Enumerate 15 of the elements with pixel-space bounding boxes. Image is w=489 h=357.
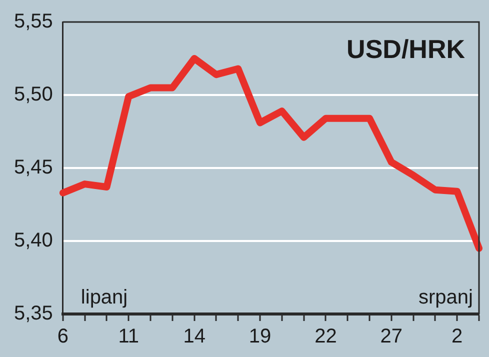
x-tick-label: 14: [183, 326, 206, 348]
y-tick-label: 5,55: [14, 10, 53, 33]
x-tick-label: 2: [452, 326, 463, 348]
y-tick-label: 5,40: [14, 230, 53, 252]
x-tick-label: 6: [57, 326, 68, 348]
x-tick-label: 27: [380, 326, 403, 348]
annotation: lipanj: [80, 286, 128, 309]
annotation: srpanj: [418, 286, 473, 309]
y-tick-label: 5,35: [14, 302, 53, 325]
y-tick-label: 5,50: [14, 84, 53, 106]
x-tick-label: 22: [314, 326, 337, 348]
x-tick-label: 11: [118, 326, 140, 348]
text: USD/HRK: [346, 34, 466, 64]
y-tick-label: 5,45: [14, 156, 53, 179]
x-tick-label: 19: [248, 326, 272, 348]
